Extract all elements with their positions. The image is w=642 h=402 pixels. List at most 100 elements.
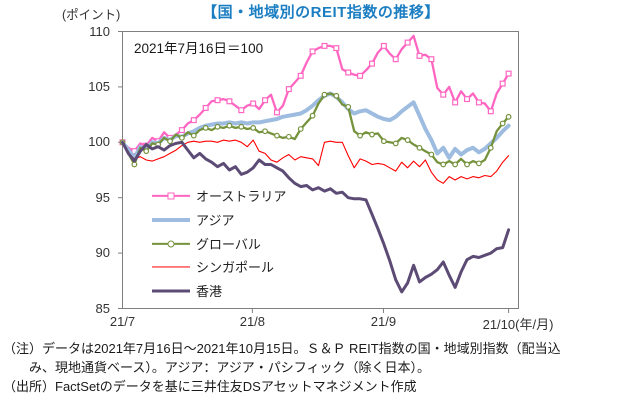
marker-square-australia	[214, 97, 221, 104]
marker-square-australia	[297, 72, 304, 79]
marker-circle-global	[392, 140, 399, 147]
legend-marker-australia	[167, 192, 175, 199]
marker-square-australia	[250, 100, 257, 107]
marker-circle-global	[476, 160, 482, 167]
marker-circle-global	[309, 112, 316, 119]
marker-circle-global	[178, 134, 185, 141]
x-axis-label-21-9: 21/9	[370, 314, 397, 329]
marker-square-australia	[452, 99, 459, 106]
marker-square-australia	[428, 56, 435, 63]
marker-circle-global	[452, 161, 459, 168]
marker-square-australia	[357, 72, 364, 79]
legend-swatch-asia	[152, 211, 190, 228]
source-line: （出所）FactSetのデータを基に三井住友DSアセットマネジメント作成	[3, 379, 417, 394]
marker-circle-global	[262, 128, 268, 135]
x-axis-label-21-8: 21/8	[239, 314, 266, 329]
legend-item-asia: アジア	[152, 211, 234, 228]
marker-square-australia	[505, 70, 512, 77]
marker-circle-global	[357, 132, 364, 139]
marker-circle-global	[428, 151, 435, 158]
legend-line-singapore	[152, 265, 190, 268]
legend-item-global: グローバル	[152, 235, 261, 252]
marker-circle-global	[238, 123, 245, 130]
x-axis-label-21-7: 21/7	[109, 314, 136, 329]
marker-circle-global	[505, 113, 512, 120]
marker-square-australia	[190, 117, 197, 124]
marker-square-australia	[202, 104, 209, 111]
marker-square-australia	[178, 127, 185, 134]
marker-circle-global	[143, 148, 150, 155]
note-line-2: み、現地通貨ベース）。アジア：アジア・パシフィック（除く日本）。	[29, 360, 431, 375]
marker-square-australia	[321, 42, 328, 49]
marker-circle-global	[321, 91, 328, 98]
marker-circle-global	[380, 138, 387, 145]
legend-line-asia	[152, 217, 190, 222]
marker-square-australia	[475, 99, 482, 106]
marker-circle-global	[333, 92, 340, 99]
marker-circle-global	[297, 126, 304, 132]
legend-label-asia: アジア	[196, 213, 235, 228]
marker-square-australia	[238, 107, 245, 114]
legend-swatch-hongkong	[152, 282, 190, 299]
marker-circle-global	[464, 161, 470, 168]
marker-circle-global	[167, 138, 173, 145]
marker-circle-global	[404, 137, 411, 143]
marker-circle-global	[487, 144, 494, 151]
legend-swatch-global	[152, 235, 190, 252]
legend-label-global: グローバル	[196, 237, 261, 252]
marker-circle-global	[214, 123, 221, 130]
legend-item-hongkong: 香港	[152, 282, 222, 299]
y-axis-label-85: 85	[95, 300, 110, 316]
index-base-annotation: 2021年7月16日＝100	[134, 41, 264, 56]
marker-circle-global	[285, 133, 292, 140]
marker-circle-global	[416, 144, 423, 151]
y-axis-label-110: 110	[89, 23, 110, 39]
legend-line-hongkong	[152, 289, 190, 292]
line-chart-svg	[118, 31, 519, 313]
y-axis-label-100: 100	[88, 134, 110, 150]
marker-square-australia	[262, 97, 269, 104]
marker-square-australia	[440, 91, 447, 98]
marker-square-australia	[464, 96, 471, 103]
legend-item-australia: オーストラリア	[152, 187, 286, 204]
marker-square-australia	[333, 45, 340, 52]
marker-square-australia	[392, 56, 399, 63]
marker-square-australia	[487, 108, 494, 115]
marker-circle-global	[369, 131, 375, 138]
marker-square-australia	[499, 80, 506, 87]
legend-swatch-australia	[152, 187, 190, 204]
marker-circle-global	[274, 132, 280, 139]
legend-label-singapore: シンガポール	[196, 260, 275, 275]
marker-circle-global	[440, 161, 447, 168]
series-line-hongkong	[121, 140, 511, 294]
legend-swatch-singapore	[152, 258, 190, 275]
marker-square-australia	[285, 86, 292, 93]
marker-circle-global	[499, 120, 506, 127]
y-axis-label-95: 95	[95, 189, 110, 205]
marker-square-australia	[380, 42, 387, 49]
y-axis-unit-label: (ポイント)	[62, 8, 121, 22]
marker-circle-global	[202, 124, 209, 131]
y-axis-label-90: 90	[95, 245, 110, 261]
marker-circle-global	[345, 103, 352, 110]
marker-square-australia	[404, 39, 411, 46]
plot-frame	[122, 31, 519, 309]
marker-square-australia	[345, 69, 352, 76]
plot-area: 2021年7月16日＝100 オーストラリア アジアグローバルシンガポール 香港	[114, 27, 534, 319]
marker-square-australia	[309, 48, 316, 55]
marker-square-australia	[226, 98, 233, 105]
marker-circle-global	[131, 161, 138, 168]
legend-item-singapore: シンガポール	[152, 258, 274, 275]
note-line-1: （注）データは2021年7月16日～2021年10月15日。Ｓ＆Ｐ REIT指数…	[3, 341, 561, 356]
y-axis-label-105: 105	[88, 78, 110, 94]
legend-label-australia: オーストラリア	[196, 189, 287, 204]
marker-circle-global	[250, 124, 257, 131]
legend-label-hongkong: 香港	[196, 284, 223, 299]
marker-circle-global	[226, 122, 233, 129]
marker-circle-global	[190, 132, 197, 139]
series-line-singapore	[121, 139, 510, 184]
marker-square-australia	[273, 109, 280, 116]
legend-marker-global	[167, 240, 175, 247]
marker-square-australia	[368, 60, 375, 67]
